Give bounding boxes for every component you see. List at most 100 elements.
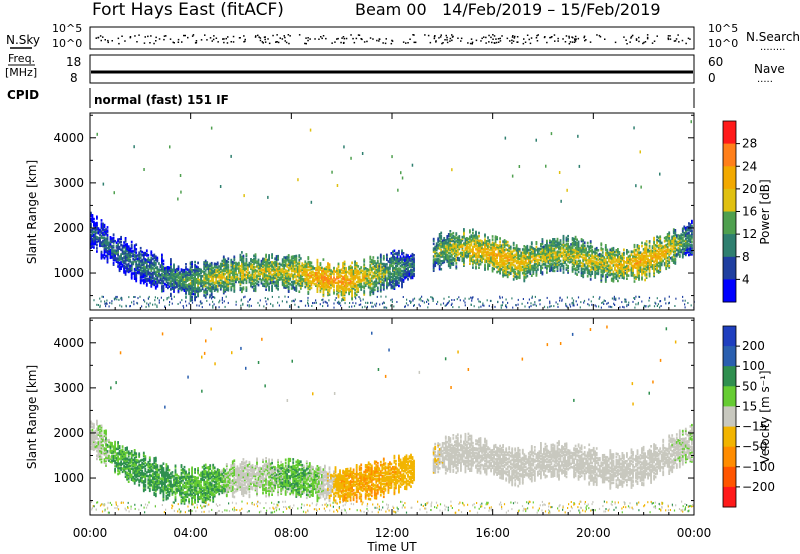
echo-cell (144, 258, 147, 261)
echo-cell (331, 283, 334, 286)
echo-cell (550, 246, 553, 250)
echo-cell (568, 248, 571, 252)
echo-cell (379, 289, 382, 293)
echo-cell (337, 283, 340, 286)
echo-cell (523, 252, 526, 256)
echo-cell (251, 273, 254, 276)
echo-cell (93, 227, 95, 230)
echo-cell (327, 274, 329, 278)
echo-cell (127, 264, 130, 267)
echo-cell (126, 257, 128, 260)
echo-cell (574, 246, 577, 250)
echo-cell (284, 272, 287, 275)
noise-point (283, 35, 285, 37)
echo-cell (491, 241, 494, 245)
echo-cell (150, 282, 153, 285)
echo-cell (576, 254, 578, 257)
noise-point (557, 40, 559, 42)
noise-point (288, 42, 290, 45)
echo-cell (470, 240, 473, 244)
echo-cell (407, 270, 409, 273)
echo-cell (452, 242, 455, 246)
echo-cell (222, 272, 225, 276)
echo-cell (594, 249, 597, 252)
echo-cell (472, 263, 474, 266)
echo-cell (129, 268, 132, 271)
echo-cell (144, 270, 147, 274)
echo-cell (491, 249, 494, 252)
echo-cell (396, 275, 399, 279)
echo-cell (579, 255, 581, 258)
echo-cell (108, 247, 110, 251)
echo-cell (115, 246, 118, 249)
echo-cell (387, 272, 390, 276)
echo-cell (103, 244, 106, 247)
echo-cell (132, 254, 135, 258)
echo-cell (318, 284, 320, 288)
echo-cell (444, 253, 447, 256)
echo-cell (437, 246, 440, 250)
echo-cell (482, 255, 485, 259)
echo-cell (321, 279, 323, 282)
echo-cell (281, 259, 284, 263)
echo-cell (404, 272, 406, 275)
echo-cell (378, 277, 381, 280)
echo-cell (488, 264, 491, 267)
echo-cell (227, 268, 230, 272)
echo-cell (524, 258, 527, 262)
echo-cell (173, 284, 175, 287)
echo-cell (118, 266, 121, 269)
echo-cell (503, 253, 506, 256)
echo-cell (287, 269, 290, 273)
echo-cell (115, 241, 118, 244)
echo-cell (491, 266, 494, 270)
echo-cell (293, 281, 296, 285)
echo-cell (210, 272, 213, 276)
noise-point (121, 35, 123, 37)
echo-cell (533, 262, 536, 265)
echo-cell (502, 275, 504, 278)
echo-cell (215, 281, 218, 285)
echo-cell (280, 271, 283, 275)
echo-cell (244, 278, 246, 281)
echo-cell (352, 274, 355, 277)
echo-cell (296, 267, 299, 270)
echo-cell (493, 251, 495, 255)
echo-cell (583, 249, 586, 252)
echo-cell (478, 239, 480, 243)
echo-cell (158, 273, 160, 276)
echo-cell (274, 265, 276, 268)
echo-cell (407, 259, 409, 262)
echo-cell (103, 228, 106, 232)
echo-cell (173, 269, 175, 273)
echo-cell (443, 243, 446, 246)
echo-cell (231, 262, 234, 265)
echo-cell (544, 251, 547, 255)
echo-cell (132, 272, 135, 275)
noise-point (516, 36, 519, 38)
echo-cell (162, 273, 165, 277)
echo-cell (408, 262, 411, 265)
echo-cell (91, 239, 94, 242)
echo-cell (221, 269, 224, 272)
echo-cell (382, 254, 385, 258)
echo-cell (606, 275, 609, 278)
echo-cell (161, 258, 163, 261)
echo-cell (281, 264, 284, 268)
echo-cell (281, 275, 284, 279)
echo-cell (90, 230, 92, 234)
echo-cell (177, 279, 180, 283)
echo-cell (245, 276, 248, 280)
echo-cell (316, 266, 319, 270)
echo-cell (600, 261, 603, 264)
echo-cell (508, 271, 511, 274)
echo-cell (481, 259, 483, 262)
echo-cell (466, 237, 468, 240)
echo-cell (529, 247, 532, 250)
echo-cell (150, 253, 153, 257)
echo-cell (592, 257, 595, 260)
echo-cell (399, 257, 402, 260)
echo-cell (153, 263, 156, 266)
echo-cell (450, 253, 453, 257)
echo-cell (478, 252, 480, 255)
